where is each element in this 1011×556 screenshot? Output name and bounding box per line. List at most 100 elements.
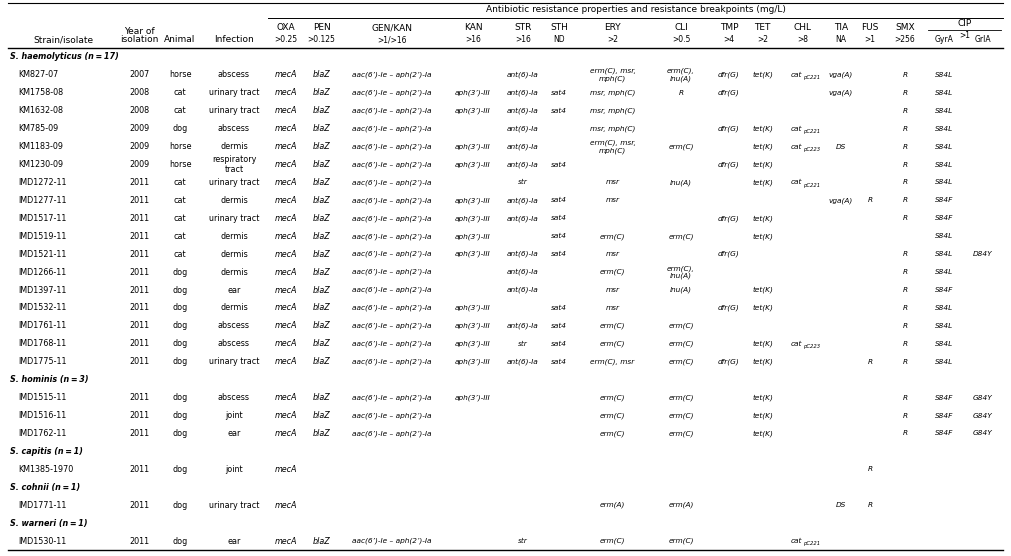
Text: aph(3’)-III: aph(3’)-III — [455, 322, 490, 329]
Text: R: R — [903, 251, 908, 257]
Text: erm(C): erm(C) — [600, 269, 625, 275]
Text: R: R — [903, 269, 908, 275]
Text: IMD1277-11: IMD1277-11 — [18, 196, 67, 205]
Text: dermis: dermis — [220, 304, 248, 312]
Text: tet(K): tet(K) — [752, 287, 773, 294]
Text: erm(C), msr,
mph(C): erm(C), msr, mph(C) — [589, 140, 636, 153]
Text: mecA: mecA — [274, 321, 297, 330]
Text: blaZ: blaZ — [312, 393, 331, 402]
Text: 2011: 2011 — [129, 214, 149, 223]
Text: >256: >256 — [895, 36, 915, 44]
Text: dog: dog — [172, 267, 188, 276]
Text: dfr(G): dfr(G) — [718, 90, 740, 96]
Text: respiratory
tract: respiratory tract — [212, 155, 256, 174]
Text: >0.25: >0.25 — [274, 36, 297, 44]
Text: mecA: mecA — [274, 537, 297, 545]
Text: 2011: 2011 — [129, 232, 149, 241]
Text: blaZ: blaZ — [312, 339, 331, 348]
Text: blaZ: blaZ — [312, 106, 331, 115]
Text: ear: ear — [227, 429, 241, 438]
Text: R: R — [867, 502, 872, 508]
Text: Antibiotic resistance properties and resistance breakpoints (mg/L): Antibiotic resistance properties and res… — [485, 4, 786, 13]
Text: STR: STR — [515, 23, 532, 32]
Text: SMX: SMX — [895, 23, 915, 32]
Text: mecA: mecA — [274, 267, 297, 276]
Text: S. hominis (n = 3): S. hominis (n = 3) — [10, 375, 89, 384]
Text: >4: >4 — [724, 36, 735, 44]
Text: IMD1532-11: IMD1532-11 — [18, 304, 67, 312]
Text: mecA: mecA — [274, 196, 297, 205]
Text: erm(C): erm(C) — [668, 322, 694, 329]
Text: msr: msr — [606, 197, 620, 203]
Text: S84L: S84L — [935, 72, 953, 78]
Text: erm(C): erm(C) — [600, 394, 625, 401]
Text: aac(6’)-Ie – aph(2’)-Ia: aac(6’)-Ie – aph(2’)-Ia — [352, 538, 432, 544]
Text: aac(6’)-Ie – aph(2’)-Ia: aac(6’)-Ie – aph(2’)-Ia — [352, 430, 432, 436]
Text: mecA: mecA — [274, 142, 297, 151]
Text: aph(3’)-III: aph(3’)-III — [455, 394, 490, 401]
Text: joint: joint — [225, 411, 243, 420]
Text: S. cohnii (n = 1): S. cohnii (n = 1) — [10, 483, 80, 492]
Text: sat4: sat4 — [551, 323, 567, 329]
Text: dfr(G): dfr(G) — [718, 359, 740, 365]
Text: >16: >16 — [515, 36, 531, 44]
Text: pC221: pC221 — [803, 129, 820, 134]
Text: KM1385-1970: KM1385-1970 — [18, 465, 73, 474]
Text: aph(3’)-III: aph(3’)-III — [455, 143, 490, 150]
Text: msr: msr — [606, 287, 620, 293]
Text: blaZ: blaZ — [312, 358, 331, 366]
Text: ant(6)-Ia: ant(6)-Ia — [508, 269, 539, 275]
Text: IMD1517-11: IMD1517-11 — [18, 214, 67, 223]
Text: aph(3’)-III: aph(3’)-III — [455, 233, 490, 240]
Text: blaZ: blaZ — [312, 304, 331, 312]
Text: tet(K): tet(K) — [752, 412, 773, 419]
Text: aac(6’)-Ie – aph(2’)-Ia: aac(6’)-Ie – aph(2’)-Ia — [352, 143, 432, 150]
Text: 2011: 2011 — [129, 339, 149, 348]
Text: msr, mph(C): msr, mph(C) — [589, 90, 635, 96]
Text: S84L: S84L — [935, 108, 953, 114]
Text: tet(K): tet(K) — [752, 394, 773, 401]
Text: cat: cat — [174, 88, 186, 97]
Text: R: R — [903, 126, 908, 132]
Text: str: str — [518, 180, 528, 186]
Text: ERY: ERY — [605, 23, 621, 32]
Text: IMD1516-11: IMD1516-11 — [18, 411, 67, 420]
Text: R: R — [903, 180, 908, 186]
Text: erm(C): erm(C) — [600, 538, 625, 544]
Text: str: str — [518, 538, 528, 544]
Text: cat: cat — [174, 250, 186, 259]
Text: dog: dog — [172, 321, 188, 330]
Text: R: R — [903, 162, 908, 167]
Text: >8: >8 — [797, 36, 808, 44]
Text: >0.125: >0.125 — [307, 36, 336, 44]
Text: TET: TET — [754, 23, 770, 32]
Text: cat: cat — [174, 178, 186, 187]
Text: aph(3’)-III: aph(3’)-III — [455, 197, 490, 203]
Text: dermis: dermis — [220, 196, 248, 205]
Text: dfr(G): dfr(G) — [718, 161, 740, 168]
Text: ant(6)-Ia: ant(6)-Ia — [508, 215, 539, 222]
Text: aac(6’)-Ie – aph(2’)-Ia: aac(6’)-Ie – aph(2’)-Ia — [352, 251, 432, 257]
Text: IMD1762-11: IMD1762-11 — [18, 429, 67, 438]
Text: aac(6’)-Ie – aph(2’)-Ia: aac(6’)-Ie – aph(2’)-Ia — [352, 322, 432, 329]
Text: 2011: 2011 — [129, 196, 149, 205]
Text: ant(6)-Ia: ant(6)-Ia — [508, 107, 539, 114]
Text: IMD1272-11: IMD1272-11 — [18, 178, 67, 187]
Text: erm(C): erm(C) — [668, 413, 694, 419]
Text: IMD1771-11: IMD1771-11 — [18, 501, 67, 510]
Text: erm(C),
lnu(A): erm(C), lnu(A) — [667, 265, 695, 279]
Text: blaZ: blaZ — [312, 286, 331, 295]
Text: >1/>16: >1/>16 — [377, 36, 406, 44]
Text: KM1632-08: KM1632-08 — [18, 106, 63, 115]
Text: mecA: mecA — [274, 358, 297, 366]
Text: erm(C): erm(C) — [600, 322, 625, 329]
Text: aph(3’)-III: aph(3’)-III — [455, 90, 490, 96]
Text: R: R — [903, 108, 908, 114]
Text: R: R — [903, 430, 908, 436]
Text: KM785-09: KM785-09 — [18, 124, 59, 133]
Text: cat: cat — [791, 143, 802, 150]
Text: aac(6’)-Ie – aph(2’)-Ia: aac(6’)-Ie – aph(2’)-Ia — [352, 197, 432, 203]
Text: S84L: S84L — [935, 359, 953, 365]
Text: urinary tract: urinary tract — [209, 501, 259, 510]
Text: IMD1775-11: IMD1775-11 — [18, 358, 67, 366]
